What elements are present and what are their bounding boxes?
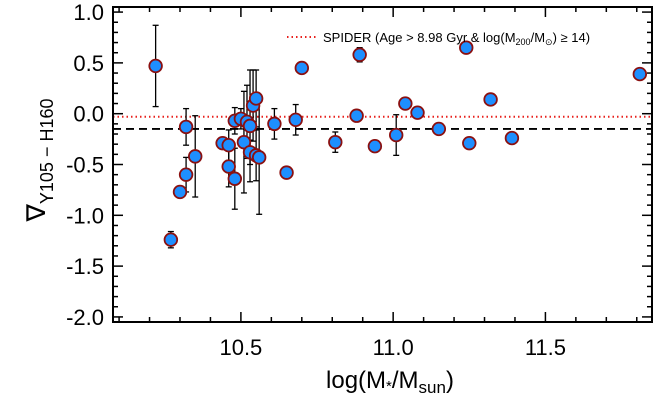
data-points <box>148 40 648 247</box>
data-point <box>398 96 413 111</box>
data-point <box>349 108 364 123</box>
data-point <box>242 118 258 134</box>
data-point <box>352 47 367 62</box>
y-axis-title: ∇Y105 − H160 <box>21 99 57 223</box>
x-tick-label: 10.5 <box>219 335 262 360</box>
y-tick-label: 0.0 <box>73 102 104 127</box>
y-tick-label: -1.0 <box>66 203 104 228</box>
data-point <box>251 150 267 165</box>
data-point <box>410 105 425 120</box>
reference-lines <box>113 115 652 130</box>
data-point <box>267 116 282 132</box>
tick-labels: 10.5 11.0 11.5 -2.0 -1.5 -1.0 -0.5 0.0 0.5 1.0 <box>66 0 566 360</box>
data-point <box>172 184 188 200</box>
data-point <box>294 60 310 76</box>
data-point <box>227 171 243 186</box>
y-tick-label: 0.5 <box>73 51 104 76</box>
x-axis-title: log(M*/Msun) <box>326 367 454 396</box>
x-tick-label: 11.5 <box>525 335 566 360</box>
data-point <box>632 66 648 82</box>
data-point <box>459 40 474 55</box>
data-point <box>431 121 447 137</box>
y-tick-label: -0.5 <box>66 153 104 178</box>
data-point <box>367 139 383 154</box>
data-point <box>462 135 477 151</box>
data-point <box>188 149 203 164</box>
data-point <box>163 232 179 247</box>
data-point <box>328 134 343 150</box>
y-tick-label: -2.0 <box>66 305 104 330</box>
data-point <box>504 130 520 146</box>
x-tick-label: 11.0 <box>373 335 414 360</box>
data-point <box>248 91 264 106</box>
plot-border <box>112 6 653 323</box>
data-point <box>148 58 163 74</box>
y-tick-label: -1.5 <box>66 254 104 279</box>
data-point <box>178 119 194 135</box>
data-point <box>288 112 303 127</box>
axis-ticks <box>113 7 652 322</box>
plot-frame <box>112 6 653 323</box>
data-point <box>236 134 252 150</box>
data-point <box>483 92 498 107</box>
legend-label-spider: SPIDER (Age > 8.98 Gyr & log(M200/M⊙) ≥ … <box>323 30 590 47</box>
legend: SPIDER (Age > 8.98 Gyr & log(M200/M⊙) ≥ … <box>287 30 590 47</box>
data-point <box>178 167 194 182</box>
y-tick-label: 1.0 <box>73 0 104 25</box>
data-point <box>279 165 294 180</box>
data-point <box>221 159 236 174</box>
data-point <box>389 127 404 143</box>
data-point <box>221 137 236 153</box>
